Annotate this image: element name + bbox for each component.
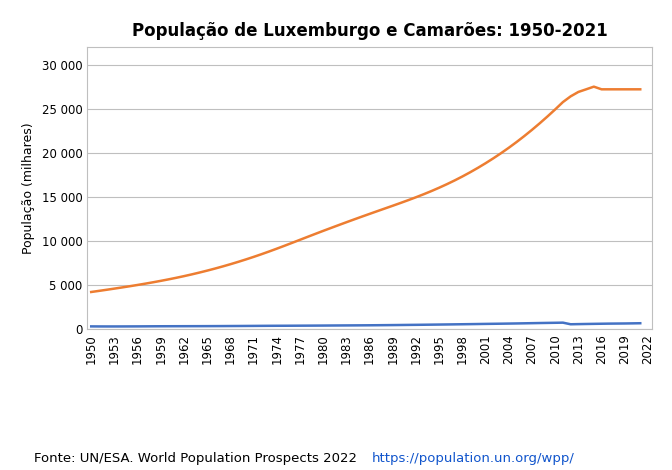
Luxemburgo — [280, 323, 288, 329]
Text: https://population.un.org/wpp/: https://population.un.org/wpp/ — [372, 452, 575, 465]
Luxemburgo — [636, 321, 644, 326]
Camarões — [636, 86, 644, 92]
Camarões — [435, 185, 444, 190]
Line: Luxemburgo: Luxemburgo — [91, 323, 640, 327]
Camarões — [218, 264, 226, 269]
Camarões — [273, 246, 281, 251]
Luxemburgo — [605, 321, 614, 327]
Camarões — [590, 84, 598, 89]
Luxemburgo — [103, 324, 111, 329]
Title: População de Luxemburgo e Camarões: 1950-2021: População de Luxemburgo e Camarões: 1950… — [132, 22, 607, 40]
Luxemburgo — [405, 322, 413, 328]
Y-axis label: População (milhares): População (milhares) — [22, 122, 35, 254]
Luxemburgo — [443, 321, 451, 327]
Luxemburgo — [172, 323, 180, 329]
Luxemburgo — [559, 320, 567, 326]
Camarões — [396, 200, 405, 206]
Luxemburgo — [87, 323, 95, 329]
Camarões — [87, 289, 95, 295]
Camarões — [458, 173, 466, 179]
Text: Fonte: UN/ESA. World Population Prospects 2022: Fonte: UN/ESA. World Population Prospect… — [34, 452, 361, 465]
Camarões — [165, 276, 173, 282]
Line: Camarões: Camarões — [91, 86, 640, 292]
Luxemburgo — [466, 321, 474, 327]
